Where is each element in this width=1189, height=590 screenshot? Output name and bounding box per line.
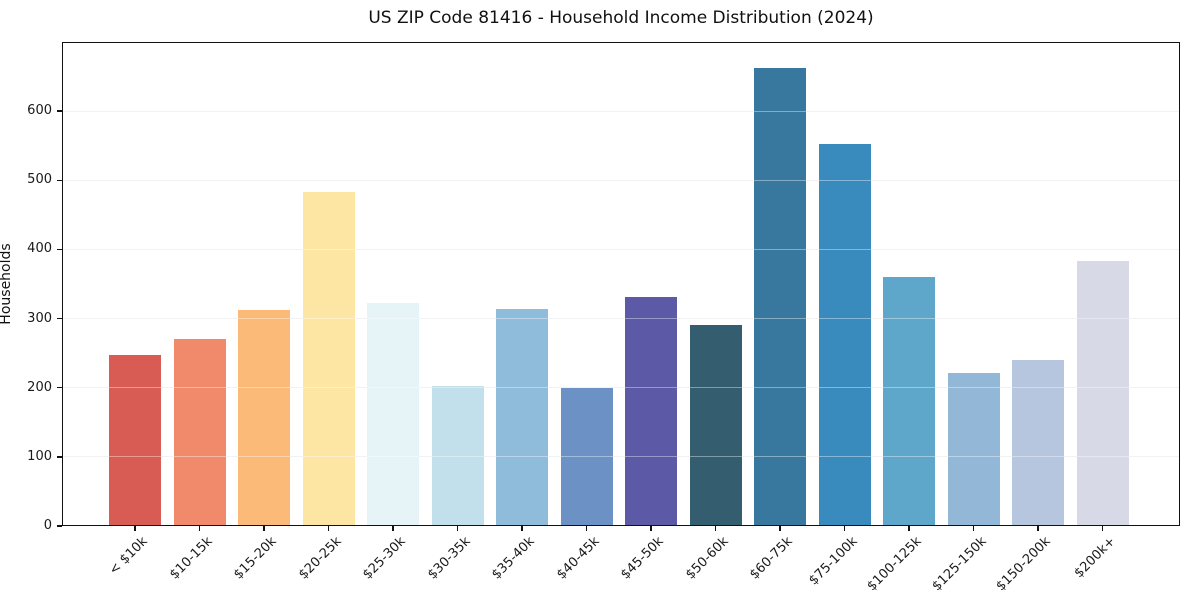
x-tick-mark [908, 526, 910, 531]
x-tick-mark [521, 526, 523, 531]
gridline [63, 110, 1179, 112]
y-tick-mark [57, 248, 62, 251]
bar-16 [1076, 261, 1129, 525]
bar-6 [431, 385, 484, 525]
bar-8 [560, 387, 613, 525]
x-tick-mark [456, 526, 459, 531]
x-tick-mark [843, 526, 846, 531]
gridline [63, 318, 1179, 320]
x-tick-mark [392, 526, 394, 531]
x-tick-mark [327, 526, 330, 531]
y-tick-mark [57, 456, 62, 458]
x-tick-mark [198, 526, 201, 531]
y-tick-mark [57, 110, 62, 112]
y-tick-mark [57, 525, 62, 527]
x-tick-mark [1037, 526, 1039, 531]
y-tick-mark [57, 387, 62, 389]
bar-5 [367, 303, 419, 525]
x-tick-mark [779, 526, 781, 531]
x-tick-mark [1101, 526, 1104, 531]
bar-4 [302, 192, 355, 525]
y-tick-label: 100 [27, 448, 52, 464]
y-tick-label: 600 [27, 103, 52, 119]
x-tick-mark [585, 526, 588, 531]
bar-11 [754, 67, 806, 525]
gridline [63, 387, 1179, 389]
y-tick-mark [57, 179, 62, 181]
bar-15 [1012, 360, 1064, 525]
y-tick-label: 300 [27, 310, 52, 326]
x-tick-mark [714, 526, 717, 531]
y-tick-label: 0 [43, 518, 52, 533]
bar-13 [883, 277, 935, 525]
x-tick-mark [134, 526, 136, 531]
y-tick-label: 400 [27, 241, 52, 257]
chart-title: US ZIP Code 81416 - Household Income Dis… [368, 8, 874, 28]
x-tick-mark [650, 526, 652, 531]
x-tick-label: < $10k [106, 534, 151, 579]
gridline [63, 179, 1179, 181]
bar-14 [947, 373, 1000, 525]
gridline [63, 248, 1179, 250]
x-tick-mark [972, 526, 975, 531]
x-tick-mark [263, 526, 265, 531]
y-tick-mark [57, 317, 62, 320]
bar-2 [173, 338, 226, 525]
bar-12 [818, 143, 871, 525]
y-tick-label: 200 [27, 379, 52, 395]
bar-10 [689, 325, 742, 525]
bar-9 [625, 297, 677, 525]
bar-1 [109, 354, 161, 525]
y-tick-label: 500 [27, 172, 52, 188]
bar-7 [496, 308, 548, 525]
gridline [63, 456, 1179, 458]
bar-3 [238, 310, 290, 525]
